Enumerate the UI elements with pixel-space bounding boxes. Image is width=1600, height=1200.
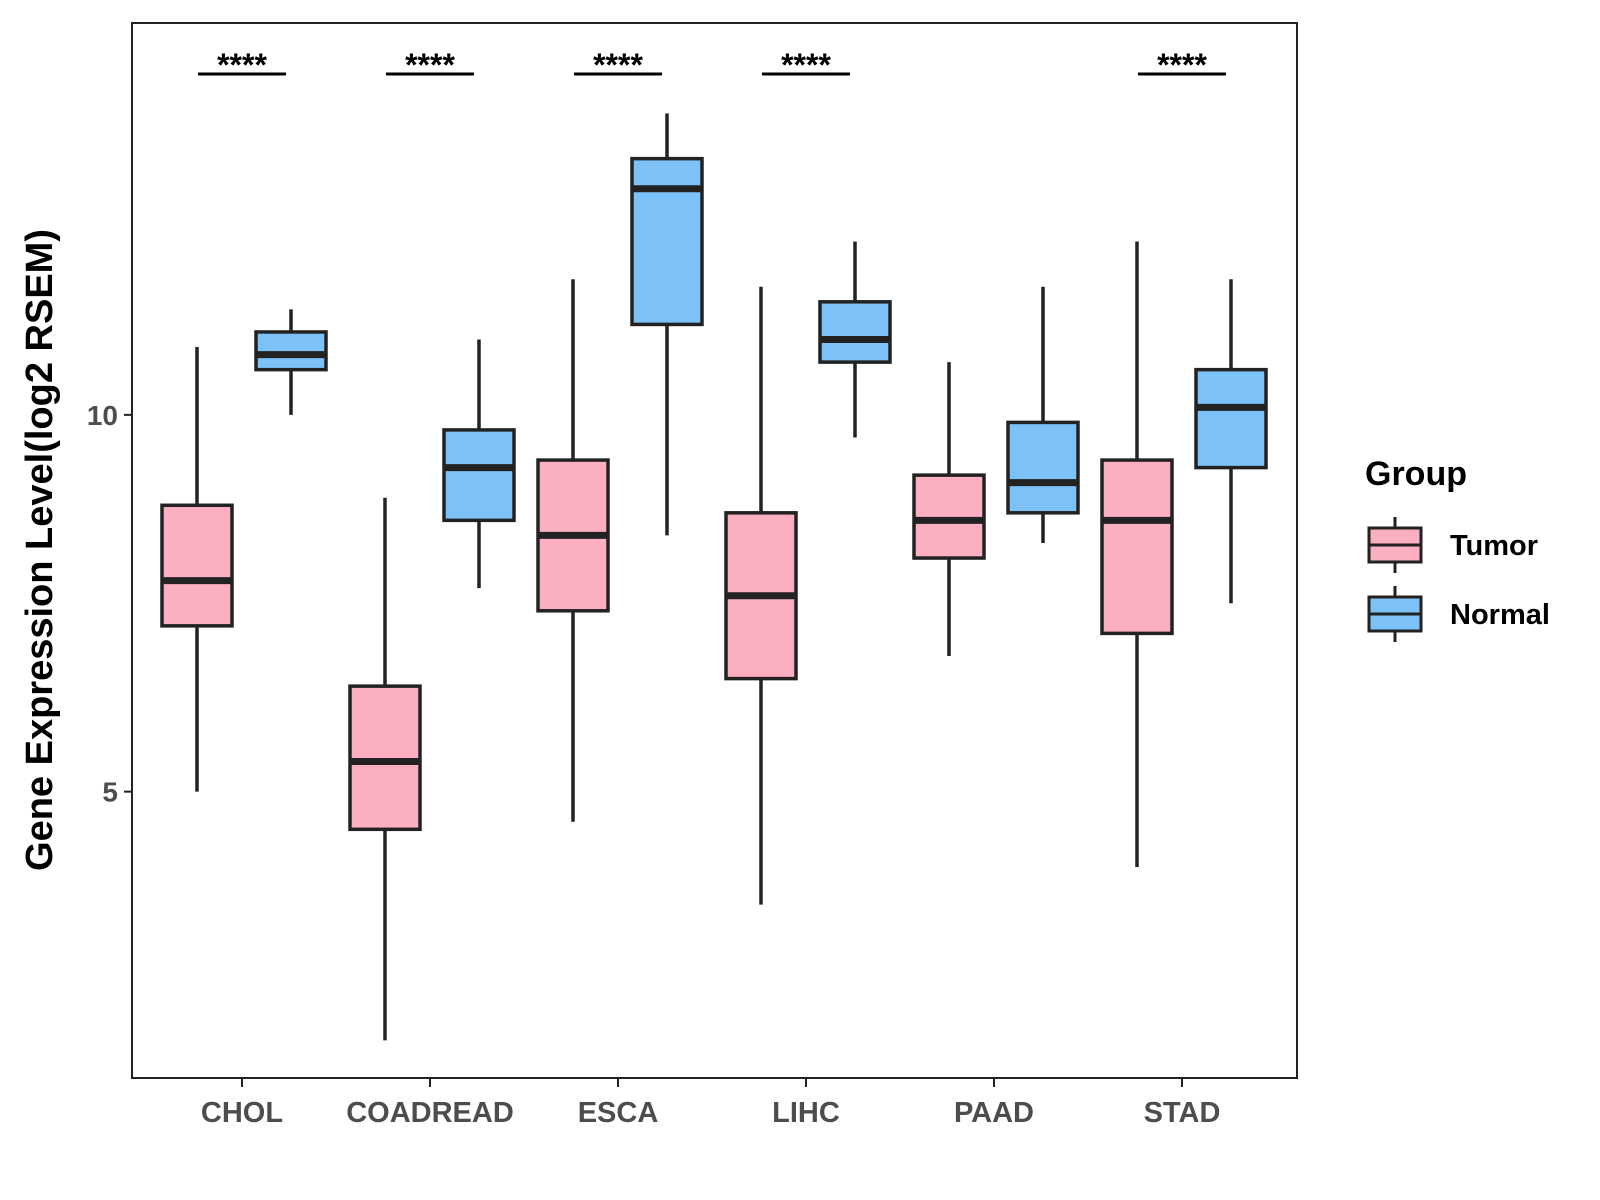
x-tick-label-stad: STAD xyxy=(1144,1097,1221,1129)
box-body xyxy=(630,156,704,327)
box-body xyxy=(1100,458,1174,636)
box-tumor-stad xyxy=(1100,241,1174,867)
box-body xyxy=(912,473,986,560)
box-normal-coadread xyxy=(442,339,516,589)
box-body xyxy=(160,503,234,628)
box-tumor-paad xyxy=(912,362,986,656)
x-tick-label-chol: CHOL xyxy=(201,1097,283,1129)
box-body xyxy=(442,428,516,523)
legend-label-tumor: Tumor xyxy=(1450,530,1538,562)
box-body xyxy=(348,684,422,832)
box-body xyxy=(254,330,328,372)
box-normal-paad xyxy=(1006,286,1080,543)
x-tick-label-esca: ESCA xyxy=(578,1097,659,1129)
legend-entry-normal: Normal xyxy=(1367,586,1550,642)
box-tumor-coadread xyxy=(348,497,422,1041)
legend-label-normal: Normal xyxy=(1450,599,1550,631)
box-tumor-chol xyxy=(160,347,234,792)
legend-title: Group xyxy=(1365,455,1467,493)
box-body xyxy=(1006,420,1080,515)
y-tick-label-10: 10 xyxy=(87,400,118,431)
box-normal-esca xyxy=(630,113,704,536)
box-tumor-lihc xyxy=(724,286,798,905)
significance-label-esca: **** xyxy=(593,47,643,83)
box-normal-chol xyxy=(254,309,328,415)
y-tick-label-5: 5 xyxy=(102,777,118,808)
significance-label-chol: **** xyxy=(217,47,267,83)
box-normal-stad xyxy=(1194,279,1268,604)
significance-label-coadread: **** xyxy=(405,47,455,83)
box-tumor-esca xyxy=(536,279,610,822)
x-tick-label-lihc: LIHC xyxy=(772,1097,840,1129)
box-body xyxy=(818,300,892,364)
significance-label-lihc: **** xyxy=(781,47,831,83)
x-tick-label-paad: PAAD xyxy=(954,1097,1034,1129)
significance-label-stad: **** xyxy=(1157,47,1207,83)
axes-layer: 5 10 CHOL COADREAD ESCA LIHC PAAD STAD xyxy=(87,400,1221,1129)
box-normal-lihc xyxy=(818,241,892,438)
legend-entry-tumor: Tumor xyxy=(1367,517,1538,573)
y-axis-title: Gene Expression Level(log2 RSEM) xyxy=(19,229,61,871)
legend-keys: Tumor Normal xyxy=(1367,517,1550,642)
x-tick-label-coadread: COADREAD xyxy=(346,1097,514,1129)
significance-layer: **** **** **** **** **** xyxy=(198,47,1226,83)
box-body xyxy=(1194,367,1268,470)
boxes-layer xyxy=(160,113,1268,1041)
legend: Group Tumor Normal xyxy=(1365,455,1550,642)
